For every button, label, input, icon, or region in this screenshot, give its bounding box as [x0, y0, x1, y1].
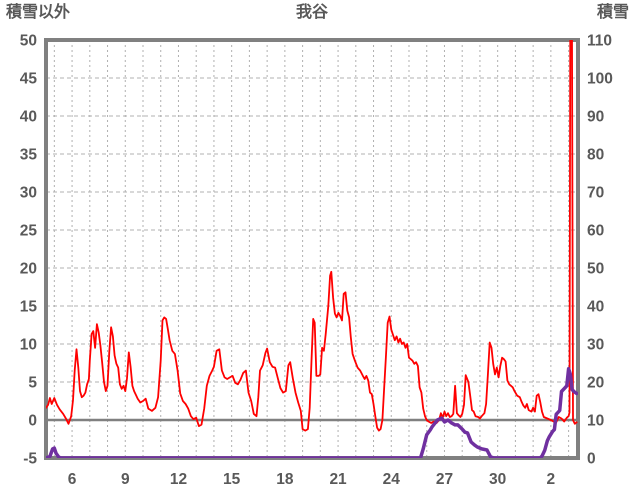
left-axis-tick-label: 20 — [20, 261, 37, 278]
left-axis-tick-label: 30 — [20, 185, 37, 202]
x-axis-tick-label: 21 — [329, 471, 347, 488]
right-axis-tick-label: 20 — [587, 375, 604, 392]
left-axis-title: 積雪以外 — [6, 4, 71, 21]
x-axis-tick-label: 9 — [121, 471, 130, 488]
x-axis-tick-label: 24 — [383, 471, 401, 488]
left-axis-tick-label: 40 — [20, 109, 37, 126]
right-axis-tick-label: 100 — [587, 71, 613, 88]
series-snow-depth-line — [46, 366, 578, 458]
left-axis-tick-label: -5 — [23, 451, 37, 468]
right-axis-tick-label: 50 — [587, 261, 604, 278]
right-axis-tick-label: 70 — [587, 185, 604, 202]
right-axis-tick-label: 110 — [587, 33, 612, 50]
right-axis-tick-label: 30 — [587, 337, 604, 354]
series-other-than-snow-line — [46, 40, 578, 432]
right-axis-tick-label: 40 — [587, 299, 604, 316]
right-axis-tick-label: 90 — [587, 109, 604, 126]
x-axis-tick-label: 12 — [170, 471, 187, 488]
right-axis-tick-label: 60 — [587, 223, 604, 240]
left-axis-tick-label: 35 — [20, 147, 38, 164]
right-axis-tick-label: 0 — [587, 451, 596, 468]
left-axis-tick-label: 25 — [20, 223, 38, 240]
left-axis-tick-label: 0 — [28, 413, 37, 430]
right-axis-title: 積雪 — [596, 4, 629, 21]
left-axis-tick-label: 10 — [20, 337, 37, 354]
right-axis-tick-label: 80 — [587, 147, 604, 164]
left-axis-tick-label: 15 — [20, 299, 38, 316]
x-axis-tick-label: 15 — [223, 471, 241, 488]
left-axis-tick-label: 5 — [28, 375, 37, 392]
plot-border — [44, 38, 580, 460]
x-axis-tick-label: 2 — [547, 471, 556, 488]
left-axis-tick-label: 45 — [20, 71, 38, 88]
x-axis-tick-label: 27 — [436, 471, 453, 488]
chart-title: 我谷 — [295, 4, 328, 21]
x-axis-tick-label: 18 — [276, 471, 294, 488]
right-axis-tick-label: 10 — [587, 413, 604, 430]
x-axis-tick-label: 6 — [68, 471, 77, 488]
left-axis-tick-label: 50 — [20, 33, 37, 50]
x-axis-tick-label: 30 — [489, 471, 506, 488]
